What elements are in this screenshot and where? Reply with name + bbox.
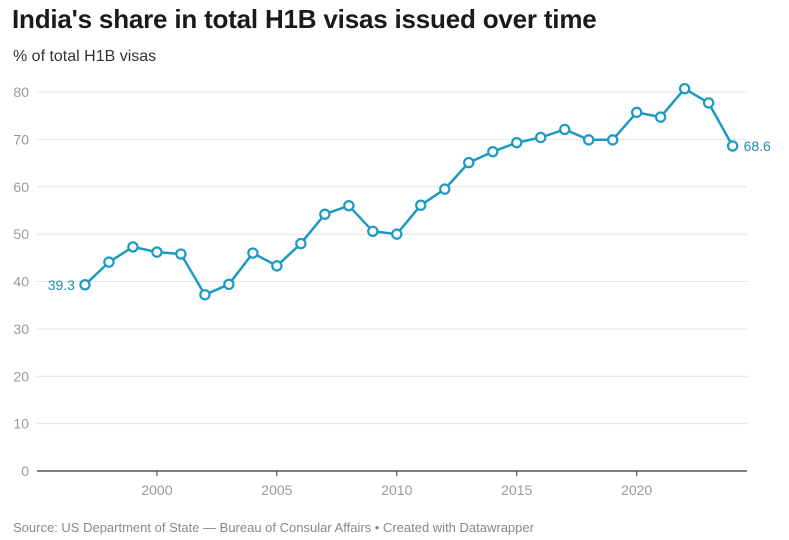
data-point — [79, 279, 91, 291]
x-tick-label: 2020 — [621, 482, 652, 498]
data-point — [367, 225, 379, 237]
data-point — [151, 246, 163, 258]
chart-subtitle: % of total H1B visas — [13, 48, 157, 65]
y-tick-label: 70 — [13, 131, 29, 147]
x-tick-label: 2015 — [501, 482, 532, 498]
y-tick-label: 30 — [13, 321, 29, 337]
y-tick-label: 40 — [13, 274, 29, 290]
chart-title: India's share in total H1B visas issued … — [12, 4, 597, 34]
data-label-last: 68.6 — [744, 138, 771, 154]
data-point — [199, 289, 211, 301]
series-line — [83, 87, 734, 297]
data-point — [535, 131, 547, 144]
data-point — [415, 199, 427, 211]
x-tick-label: 2000 — [141, 482, 172, 498]
data-point — [702, 97, 715, 109]
data-point — [487, 145, 499, 158]
y-tick-label: 50 — [13, 226, 29, 242]
data-point — [271, 260, 283, 272]
x-tick-label: 2010 — [381, 482, 412, 498]
data-point — [319, 208, 331, 220]
data-point — [582, 134, 595, 146]
data-point — [247, 247, 259, 259]
source-footer: Source: US Department of State — Bureau … — [13, 520, 534, 535]
data-point — [630, 106, 643, 119]
data-point — [559, 123, 571, 136]
y-tick-label: 0 — [21, 463, 29, 479]
y-tick-label: 20 — [13, 368, 29, 384]
y-tick-label: 60 — [13, 179, 29, 195]
data-point — [439, 183, 451, 195]
data-point — [103, 256, 115, 268]
data-point — [678, 82, 691, 95]
data-label-first: 39.3 — [48, 277, 75, 293]
data-point — [223, 278, 235, 291]
y-tick-label: 80 — [13, 84, 29, 100]
data-point — [511, 136, 523, 149]
data-point — [654, 111, 667, 123]
data-point — [726, 140, 739, 152]
data-point — [391, 228, 403, 240]
data-point — [127, 241, 139, 253]
data-point — [175, 248, 187, 260]
data-point — [463, 156, 475, 169]
y-tick-label: 10 — [13, 416, 29, 432]
data-point — [295, 237, 307, 250]
x-tick-label: 2005 — [261, 482, 292, 498]
data-point — [606, 134, 619, 146]
data-point — [343, 199, 355, 212]
